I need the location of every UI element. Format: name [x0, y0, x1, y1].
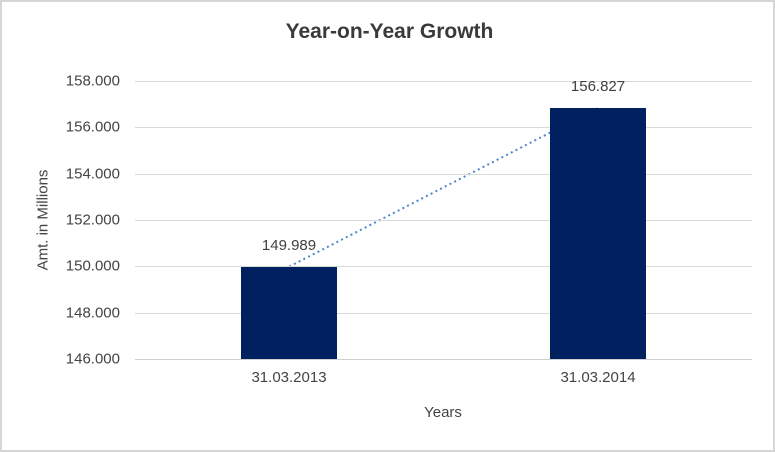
y-axis-tick-label: 152.000: [65, 211, 120, 229]
y-axis-tick-label: 148.000: [65, 304, 120, 322]
y-axis-tick-label: 146.000: [65, 350, 120, 368]
bar-value-label: 156.827: [570, 78, 626, 95]
chart-title: Year-on-Year Growth: [285, 20, 494, 43]
gridline: [135, 313, 752, 314]
gridline: [135, 174, 752, 175]
x-axis-title: Years: [424, 404, 462, 421]
bar-value-label: 149.989: [261, 237, 317, 254]
bar-31.03.2014: [550, 108, 646, 359]
y-axis-tick-label: 154.000: [65, 165, 120, 183]
gridline: [135, 266, 752, 267]
x-axis-tick-label: 31.03.2013: [251, 369, 327, 386]
y-axis-tick-label: 158.000: [65, 72, 120, 90]
gridline: [135, 359, 752, 360]
y-axis-tick-label: 150.000: [65, 257, 120, 275]
bar-31.03.2013: [241, 267, 337, 359]
y-axis-tick-label: 156.000: [65, 118, 120, 136]
gridline: [135, 81, 752, 82]
gridline: [135, 127, 752, 128]
gridline: [135, 220, 752, 221]
x-axis-tick-label: 31.03.2014: [560, 369, 636, 386]
